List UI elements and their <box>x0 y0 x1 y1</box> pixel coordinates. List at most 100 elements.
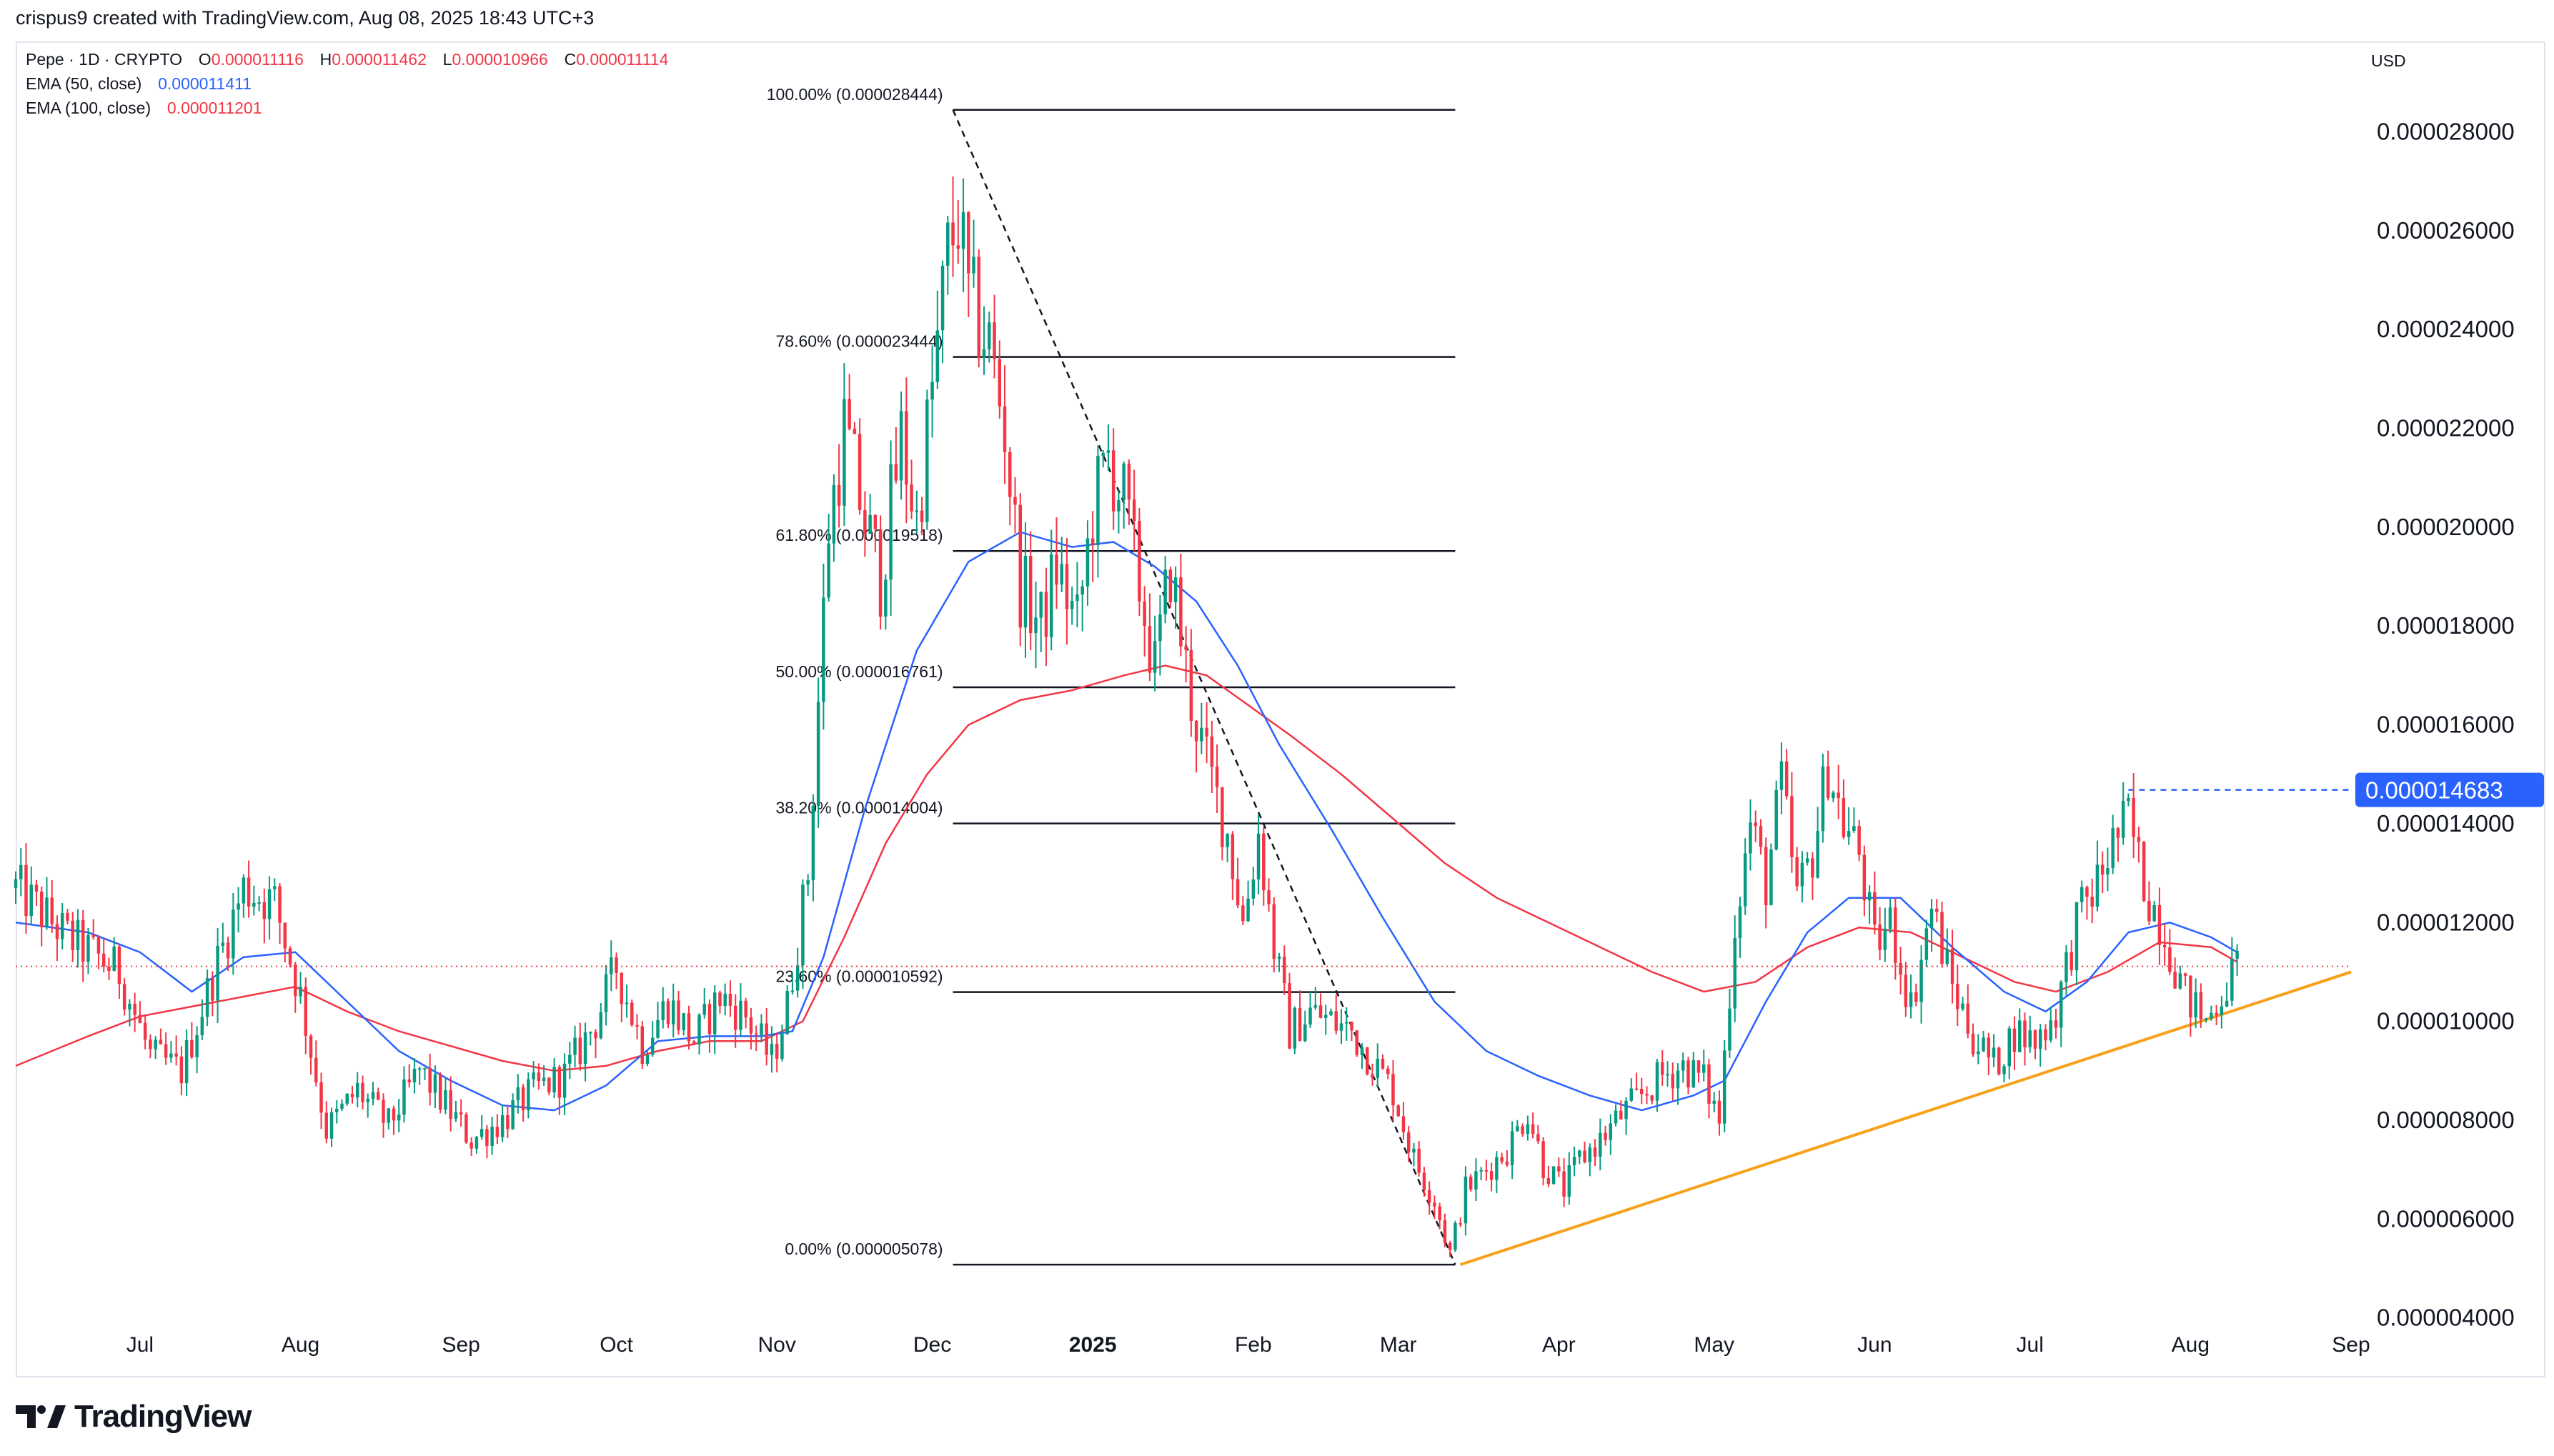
candle-body <box>1065 564 1069 609</box>
candle-body <box>143 1022 147 1040</box>
candle-body <box>925 399 929 522</box>
candle-body <box>423 1067 427 1069</box>
candle-body <box>645 1054 650 1064</box>
candle-body <box>1769 849 1773 906</box>
candle-body <box>392 1108 396 1121</box>
time-tick-label: 2025 <box>1069 1333 1117 1357</box>
candle-body <box>1070 601 1074 609</box>
candle-body <box>2157 904 2162 945</box>
candle-body <box>1593 1147 1597 1157</box>
candle-body <box>1790 796 1794 857</box>
candle-body <box>1313 1005 1318 1008</box>
ohlc-close-value: 0.000011114 <box>576 50 669 69</box>
candle-body <box>1800 862 1804 887</box>
price-axis[interactable]: 0.000028000 0.000026000 0.000024000 0.00002… <box>2355 119 2544 1331</box>
candle-body <box>775 1044 779 1059</box>
candle-body <box>1184 646 1188 650</box>
candle-body <box>2230 958 2234 1001</box>
candle-body <box>174 1053 178 1057</box>
candle-body <box>993 322 996 359</box>
candle-body <box>1391 1074 1395 1106</box>
candle-body <box>1049 554 1053 637</box>
candle-body <box>1733 937 1736 1009</box>
candle-body <box>1386 1068 1390 1074</box>
candle-body <box>1837 792 1840 799</box>
candle-body <box>1904 974 1908 1007</box>
candle-body <box>345 1093 349 1104</box>
candle-body <box>666 1001 670 1024</box>
candle-body <box>868 514 872 534</box>
candle-body <box>1676 1070 1680 1089</box>
candle-body <box>449 1090 452 1119</box>
candle-body <box>1334 1011 1338 1031</box>
candle-body <box>1251 879 1256 899</box>
candle-body <box>661 1001 665 1020</box>
candle-body <box>1754 822 1757 827</box>
candle-body <box>1324 1014 1328 1018</box>
candle-body <box>1417 1148 1421 1173</box>
candle-body <box>822 597 825 702</box>
candle-body <box>387 1108 390 1123</box>
candle-body <box>677 1000 680 1030</box>
candle-body <box>2028 1030 2032 1047</box>
candle-body <box>1521 1126 1524 1135</box>
ema50-row[interactable]: EMA (50, close) 0.000011411 <box>26 71 668 96</box>
tradingview-brand[interactable]: TradingView <box>16 1399 252 1435</box>
candle-body <box>780 1034 784 1059</box>
candle-body <box>1862 854 1867 901</box>
time-tick-label: Sep <box>442 1333 480 1357</box>
candle-body <box>1298 1007 1302 1042</box>
fibonacci-retracement[interactable]: 100.00% (0.000028444) 78.60% (0.000023444… <box>767 85 1456 1266</box>
candle-body <box>1148 626 1152 673</box>
candle-body <box>1743 853 1747 907</box>
candle-body <box>459 1112 463 1115</box>
fib-level-label: 23.60% (0.000010592) <box>776 967 943 986</box>
candle-body <box>801 884 805 966</box>
candle-body <box>811 806 815 880</box>
candle-body <box>1572 1157 1576 1166</box>
candle-body <box>1883 928 1887 950</box>
candle-body <box>1459 1223 1462 1225</box>
candle-body <box>267 889 272 919</box>
candle-body <box>739 1000 742 1030</box>
candle-body <box>19 864 23 879</box>
candle-body <box>878 529 883 617</box>
candle-body <box>314 1057 318 1083</box>
candle-body <box>537 1072 541 1081</box>
candle-body <box>1355 1030 1358 1055</box>
candle-body <box>1541 1141 1545 1179</box>
candle-body <box>972 256 975 274</box>
candle-body <box>1929 908 1934 929</box>
candle-body <box>915 510 919 512</box>
candle-body <box>1443 1220 1447 1243</box>
ema100-row[interactable]: EMA (100, close) 0.000011201 <box>26 96 668 120</box>
candle-body <box>1381 1058 1385 1069</box>
candle-body <box>101 953 106 967</box>
candle-body <box>707 1004 712 1034</box>
candle-body <box>1604 1132 1607 1140</box>
candle-body <box>899 411 903 481</box>
candle-body <box>361 1082 364 1102</box>
candle-body <box>1992 1047 1996 1058</box>
currency-label[interactable]: USD <box>2371 51 2406 70</box>
candle-body <box>1106 450 1110 453</box>
candle-body <box>1226 834 1229 847</box>
candle-body <box>816 702 820 807</box>
candle-body <box>2142 842 2146 901</box>
candle-body <box>951 222 955 246</box>
time-axis[interactable]: Jul Aug Sep Oct Nov Dec 2025 Feb Mar Apr May Jun Jul… <box>126 1333 2370 1357</box>
candle-body <box>682 1013 685 1030</box>
candle-body <box>2069 952 2073 971</box>
trend-lines[interactable] <box>1460 789 2352 1266</box>
price-tick-label: 0.000014000 <box>2377 810 2515 837</box>
candle-body <box>205 978 209 1017</box>
candle-body <box>920 510 924 522</box>
symbol-label[interactable]: Pepe · 1D · CRYPTO <box>26 50 183 69</box>
time-tick-label: Mar <box>1380 1333 1417 1357</box>
candle-body <box>594 1032 597 1039</box>
candle-body <box>1034 617 1038 634</box>
candle-body <box>1759 826 1763 847</box>
candle-body <box>547 1077 551 1093</box>
candle-body <box>1779 761 1784 790</box>
